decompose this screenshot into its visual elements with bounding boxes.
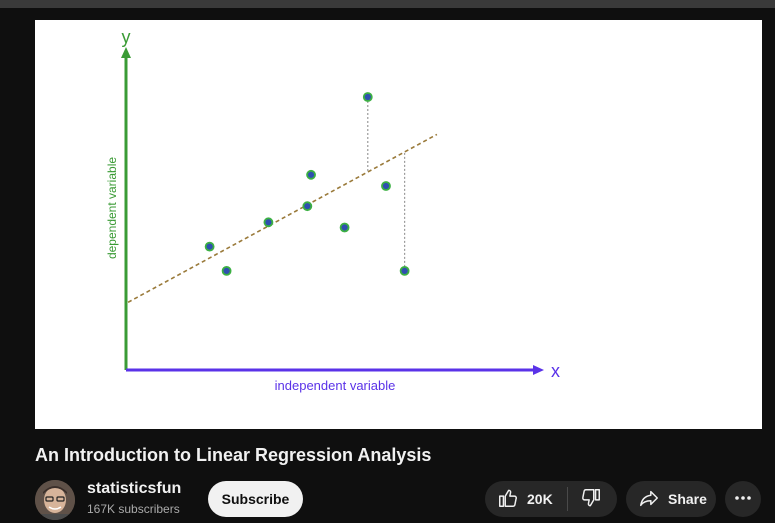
data-point (382, 182, 390, 190)
y-axis-arrow (121, 47, 131, 58)
like-button[interactable]: 20K (485, 481, 553, 517)
channel-name[interactable]: statisticsfun (87, 480, 181, 498)
data-point (307, 171, 315, 179)
subscriber-count: 167K subscribers (87, 502, 180, 516)
dislike-icon (580, 487, 602, 512)
data-point (206, 243, 214, 251)
top-bar (0, 0, 775, 8)
more-icon (733, 488, 753, 511)
channel-row: statisticsfun 167K subscribers Subscribe… (35, 478, 775, 518)
data-point (264, 218, 272, 226)
video-title: An Introduction to Linear Regression Ana… (35, 445, 431, 466)
like-count: 20K (527, 491, 553, 507)
data-point (303, 202, 311, 210)
channel-avatar[interactable] (35, 480, 75, 520)
x-axis-arrow (533, 365, 544, 375)
dislike-button[interactable] (568, 481, 602, 517)
share-button[interactable]: Share (626, 481, 716, 517)
data-point (341, 223, 349, 231)
share-icon (638, 487, 660, 512)
data-point (364, 93, 372, 101)
video-player[interactable]: y x independent variable dependent variable (35, 20, 762, 429)
share-label: Share (668, 491, 707, 507)
like-icon (497, 487, 519, 512)
subscribe-button[interactable]: Subscribe (208, 481, 303, 517)
data-point (223, 267, 231, 275)
data-point (401, 267, 409, 275)
y-axis-label: dependent variable (105, 157, 119, 259)
x-axis-label: independent variable (275, 378, 396, 393)
x-axis-letter: x (551, 361, 560, 381)
regression-line (128, 134, 437, 302)
regression-chart: y x independent variable dependent variable (35, 20, 762, 429)
like-dislike-group: 20K (485, 481, 617, 517)
y-axis-letter: y (122, 27, 131, 47)
more-actions-button[interactable] (725, 481, 761, 517)
